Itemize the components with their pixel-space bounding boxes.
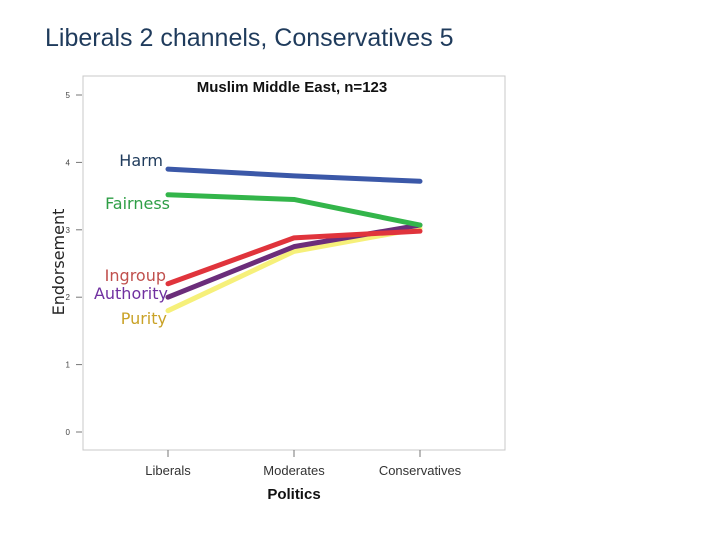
- y-tick-label: 0: [66, 428, 71, 437]
- y-tick-label: 1: [66, 361, 71, 370]
- x-axis: Liberals Moderates Conservatives: [145, 450, 462, 478]
- series-line-harm: [165, 166, 423, 184]
- plot-frame: [82, 75, 506, 451]
- y-axis-label: Endorsement: [49, 209, 68, 316]
- y-tick-label: 3: [66, 226, 71, 235]
- y-tick-label: 4: [66, 158, 71, 167]
- x-tick-label: Moderates: [263, 463, 325, 478]
- chart-title: Muslim Middle East, n=123: [197, 79, 387, 96]
- series-line-purity: [165, 225, 423, 314]
- x-tick-label: Conservatives: [379, 463, 462, 478]
- series-line-ingroup: [165, 228, 423, 287]
- annotation-harm: Harm: [119, 151, 163, 170]
- annotation-purity: Purity: [120, 309, 167, 328]
- annotation-fairness: Fairness: [105, 194, 170, 213]
- series-lines: [165, 166, 423, 314]
- x-tick-label: Liberals: [145, 463, 191, 478]
- y-tick-label: 5: [66, 91, 71, 100]
- annotation-authority: Authority: [93, 284, 168, 303]
- series-line-fairness: [165, 192, 423, 228]
- slide-title: Liberals 2 channels, Conservatives 5: [45, 24, 454, 52]
- x-axis-label: Politics: [267, 486, 320, 503]
- y-tick-label: 2: [66, 293, 71, 302]
- y-axis: 0 1 2 3 4 5: [66, 91, 82, 437]
- annotation-ingroup: Ingroup: [104, 266, 166, 285]
